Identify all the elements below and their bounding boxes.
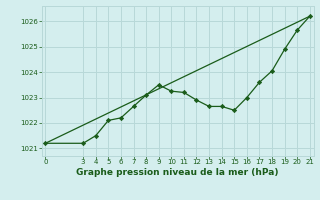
X-axis label: Graphe pression niveau de la mer (hPa): Graphe pression niveau de la mer (hPa) xyxy=(76,168,279,177)
